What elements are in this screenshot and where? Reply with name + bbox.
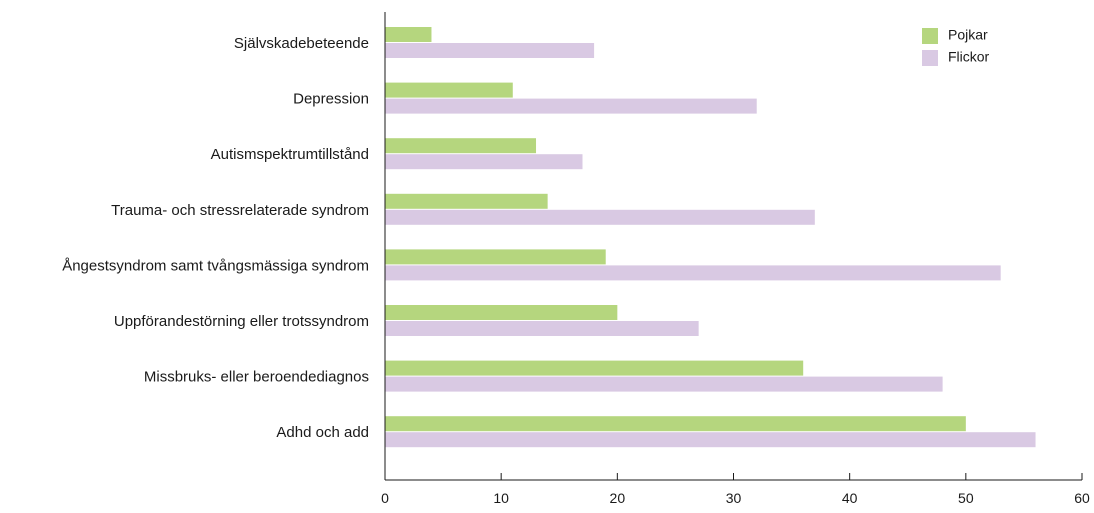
bar-pojkar-2: [385, 138, 537, 154]
x-tick-label: 0: [381, 490, 389, 506]
bar-pojkar-7: [385, 416, 966, 432]
bar-flickor-6: [385, 376, 943, 392]
bar-flickor-1: [385, 98, 757, 114]
bars-group: [385, 27, 1036, 448]
x-tick-label: 30: [726, 490, 742, 506]
bar-pojkar-5: [385, 305, 618, 320]
x-tick-label: 10: [493, 490, 509, 506]
bar-pojkar-1: [385, 82, 513, 98]
legend-swatch-flickor: [922, 50, 938, 66]
x-tick-label: 40: [842, 490, 858, 506]
bar-flickor-3: [385, 209, 815, 225]
legend-swatch-pojkar: [922, 28, 938, 44]
legend-label-pojkar: Pojkar: [948, 27, 988, 43]
category-label: Missbruks- eller beroendediagnos: [144, 369, 369, 386]
bar-pojkar-4: [385, 249, 606, 265]
bar-flickor-0: [385, 43, 595, 58]
category-label: Depression: [293, 91, 369, 108]
x-tick-label: 50: [958, 490, 974, 506]
bar-flickor-7: [385, 432, 1036, 448]
category-label: Uppförandestörning eller trotssyndrom: [114, 313, 369, 330]
axes-group: [384, 12, 1082, 481]
category-label: Adhd och add: [276, 424, 369, 441]
x-tick-label: 60: [1074, 490, 1090, 506]
bar-pojkar-3: [385, 193, 548, 209]
bar-flickor-5: [385, 321, 699, 336]
x-tick-label: 20: [610, 490, 626, 506]
bar-pojkar-0: [385, 27, 432, 42]
category-label: Autismspektrumtillstånd: [211, 146, 369, 163]
bar-flickor-4: [385, 265, 1001, 281]
legend: Pojkar Flickor: [922, 27, 990, 66]
category-label: Trauma- och stressrelaterade syndrom: [111, 202, 369, 219]
category-labels: Självskadebeteende Depression Autismspektr…: [62, 35, 369, 441]
tick-labels: 0 10 20 30 40 50 60: [381, 473, 1090, 506]
bar-flickor-2: [385, 154, 583, 170]
legend-label-flickor: Flickor: [948, 49, 990, 65]
category-label: Ångestsyndrom samt tvångsmässiga syndrom: [62, 257, 369, 274]
category-label: Självskadebeteende: [234, 35, 369, 52]
bar-pojkar-6: [385, 360, 804, 376]
